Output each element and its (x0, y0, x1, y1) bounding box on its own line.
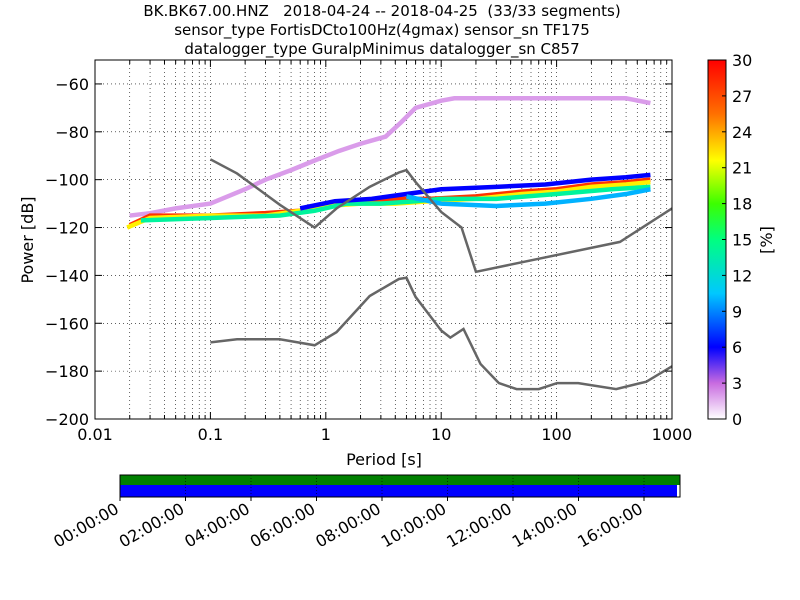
x-tick-label: 100 (541, 425, 572, 444)
y-tick-label: −160 (45, 314, 89, 333)
title-line-3: datalogger_type GuralpMinimus datalogger… (184, 40, 580, 58)
y-tick-label: −140 (45, 266, 89, 285)
colorbar-tick-label: 12 (732, 266, 752, 285)
plot-frame (94, 59, 673, 420)
timeline-label: 16:00:00 (574, 499, 646, 551)
colorbar-tick-label: 21 (732, 159, 752, 178)
colorbar-tick-label: 9 (732, 302, 742, 321)
x-tick-label: 0.01 (77, 425, 113, 444)
chart-title: BK.BK67.00.HNZ 2018-04-24 -- 2018-04-25 … (0, 2, 764, 59)
grid-lines (95, 60, 672, 419)
timeline-label: 02:00:00 (116, 499, 188, 551)
timeline-label: 06:00:00 (247, 499, 319, 551)
colorbar-tick-label: 3 (732, 374, 742, 393)
colorbar-ticks: 0 3 6 9 12 15 18 21 24 27 30 (722, 51, 752, 429)
noise-model-curves (209, 158, 672, 391)
y-tick-label: −180 (45, 362, 89, 381)
y-tick-label: −80 (55, 123, 89, 142)
psd-band (129, 96, 651, 218)
colorbar-tick-label: 0 (732, 410, 742, 429)
colorbar-tick-label: 15 (732, 231, 752, 250)
colorbar-tick-label: 30 (732, 51, 752, 70)
noise-model-line (209, 158, 672, 274)
timeline-frame (119, 474, 681, 498)
x-tick-label: 1 (321, 425, 331, 444)
x-tick-label: 0.1 (198, 425, 223, 444)
noise-model-line (210, 276, 672, 391)
x-tick-label: 10 (431, 425, 451, 444)
colorbar-tick-label: 27 (732, 87, 752, 106)
y-tick-label: −120 (45, 219, 89, 238)
timeline-data-bar (120, 485, 677, 497)
psd-density-bands (126, 96, 651, 230)
timeline-label: 12:00:00 (443, 499, 515, 551)
timeline-label: 14:00:00 (509, 499, 581, 551)
timeline-label: 10:00:00 (378, 499, 450, 551)
psd-band (140, 184, 651, 223)
title-line-2: sensor_type FortisDCto100Hz(4gmax) senso… (174, 21, 590, 39)
x-axis-ticks: 0.01 0.1 1 10 100 1000 (77, 60, 692, 444)
y-tick-label: −200 (45, 410, 89, 429)
x-axis-label: Period [s] (346, 450, 422, 469)
colorbar-tick-label: 18 (732, 195, 752, 214)
timeline-label: 00:00:00 (50, 499, 122, 551)
y-tick-label: −60 (55, 75, 89, 94)
y-axis-label: Power [dB] (18, 196, 37, 283)
y-tick-label: −100 (45, 171, 89, 190)
timeline-label: 08:00:00 (312, 499, 384, 551)
x-tick-label: 1000 (652, 425, 693, 444)
title-line-1: BK.BK67.00.HNZ 2018-04-24 -- 2018-04-25 … (143, 2, 621, 20)
psd-band (406, 187, 651, 209)
psd-band (299, 172, 651, 211)
y-axis-ticks: −200 −180 −160 −140 −120 −100 −80 −60 (45, 75, 672, 429)
timeline-gap-bar (120, 475, 680, 485)
colorbar-label: [%] (757, 226, 776, 254)
timeline-label: 04:00:00 (181, 499, 253, 551)
colorbar-tick-label: 6 (732, 338, 742, 357)
colorbar-tick-label: 24 (732, 123, 752, 142)
